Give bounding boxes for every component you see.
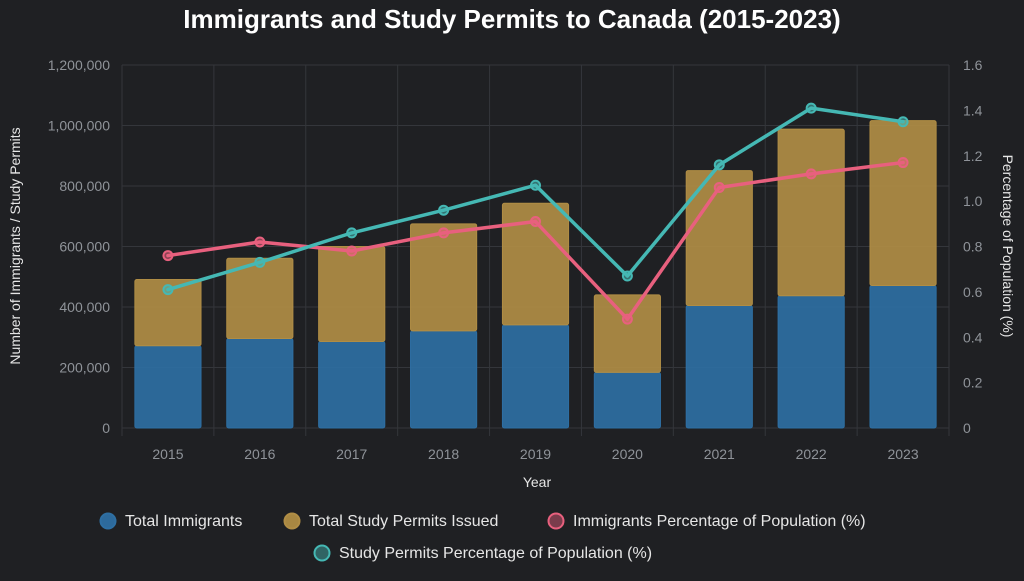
- bar[interactable]: [869, 285, 937, 429]
- x-tick-label: 2022: [796, 446, 827, 462]
- y2-tick-label: 1.2: [963, 148, 983, 164]
- y2-axis-ticks: 0 0.2 0.4 0.6 0.8 1.0 1.2 1.4 1.6: [963, 57, 983, 436]
- legend-item[interactable]: Total Immigrants: [99, 512, 243, 530]
- y2-tick-label: 1.4: [963, 102, 983, 118]
- bar-series-group: [134, 120, 937, 429]
- data-point[interactable]: [805, 102, 817, 114]
- data-point[interactable]: [621, 313, 633, 325]
- bar[interactable]: [134, 345, 202, 429]
- bar[interactable]: [777, 128, 845, 297]
- data-point[interactable]: [438, 204, 450, 216]
- y-tick-label: 200,000: [59, 360, 110, 376]
- data-point[interactable]: [621, 270, 633, 282]
- legend-item[interactable]: Total Study Permits Issued: [283, 512, 499, 530]
- data-point[interactable]: [346, 245, 358, 257]
- data-point[interactable]: [162, 284, 174, 296]
- bar[interactable]: [410, 223, 478, 332]
- line-series-group: [162, 102, 909, 325]
- y2-tick-label: 0.4: [963, 329, 983, 345]
- x-tick-label: 2021: [704, 446, 735, 462]
- y2-tick-label: 0: [963, 420, 971, 436]
- bar[interactable]: [777, 295, 845, 429]
- data-point[interactable]: [805, 168, 817, 180]
- legend-item[interactable]: Study Permits Percentage of Population (…: [313, 544, 653, 562]
- legend-marker: [547, 512, 565, 530]
- y2-tick-label: 1.6: [963, 57, 983, 73]
- y-tick-label: 0: [102, 420, 110, 436]
- y2-tick-label: 0.2: [963, 375, 983, 391]
- x-axis-title: Year: [523, 474, 552, 490]
- data-point[interactable]: [897, 116, 909, 128]
- data-point[interactable]: [162, 250, 174, 262]
- y-axis-title: Number of Immigrants / Study Permits: [7, 127, 23, 364]
- y2-tick-label: 0.6: [963, 284, 983, 300]
- y-tick-label: 800,000: [59, 178, 110, 194]
- bar[interactable]: [501, 324, 570, 429]
- data-point[interactable]: [254, 236, 266, 248]
- line-series: [162, 102, 909, 296]
- y-tick-label: 1,200,000: [48, 57, 110, 73]
- data-point[interactable]: [346, 227, 358, 239]
- bar[interactable]: [685, 304, 753, 429]
- bar[interactable]: [318, 340, 386, 429]
- data-point[interactable]: [897, 157, 909, 169]
- bar[interactable]: [501, 202, 570, 326]
- x-tick-label: 2020: [612, 446, 643, 462]
- data-point[interactable]: [713, 159, 725, 171]
- data-point[interactable]: [438, 227, 450, 239]
- x-tick-label: 2017: [336, 446, 367, 462]
- x-tick-label: 2015: [152, 446, 183, 462]
- bar[interactable]: [318, 246, 386, 342]
- legend-label: Immigrants Percentage of Population (%): [573, 513, 866, 530]
- y-tick-label: 600,000: [59, 239, 110, 255]
- legend-label: Total Study Permits Issued: [309, 513, 498, 530]
- bar[interactable]: [869, 120, 937, 287]
- bar[interactable]: [410, 330, 478, 429]
- legend-marker: [313, 544, 331, 562]
- y-axis-ticks: 0 200,000 400,000 600,000 800,000 1,000,000 1,…: [48, 57, 111, 436]
- data-point[interactable]: [530, 179, 541, 191]
- x-tick-label: 2018: [428, 446, 459, 462]
- x-tick-label: 2016: [244, 446, 275, 462]
- line-series: [162, 157, 909, 325]
- y2-axis-title: Percentage of Population (%): [1000, 155, 1016, 338]
- chart-title: Immigrants and Study Permits to Canada (…: [183, 4, 840, 34]
- bar[interactable]: [134, 278, 202, 347]
- legend-item[interactable]: Immigrants Percentage of Population (%): [547, 512, 866, 530]
- legend-marker: [99, 512, 117, 530]
- legend-label: Total Immigrants: [125, 513, 242, 530]
- data-point[interactable]: [530, 216, 541, 228]
- bar[interactable]: [593, 371, 661, 429]
- x-tick-label: 2023: [887, 446, 918, 462]
- y-tick-label: 400,000: [59, 299, 110, 315]
- bar[interactable]: [226, 337, 294, 429]
- legend-label: Study Permits Percentage of Population (…: [339, 545, 652, 562]
- bar-series: [134, 285, 937, 429]
- data-point[interactable]: [254, 256, 266, 268]
- bar[interactable]: [685, 170, 753, 306]
- y-tick-label: 1,000,000: [48, 118, 110, 134]
- y2-tick-label: 1.0: [963, 193, 983, 209]
- bar[interactable]: [593, 294, 661, 373]
- bar-series: [134, 120, 937, 373]
- y2-tick-label: 0.8: [963, 239, 983, 255]
- legend-marker: [283, 512, 301, 530]
- x-tick-label: 2019: [520, 446, 551, 462]
- data-point[interactable]: [713, 182, 725, 194]
- chart-legend: Total Immigrants Total Study Permits Issu…: [99, 512, 866, 562]
- x-axis-ticks: 2015 2016 2017 2018 2019 2020 2021 2022 2023: [152, 446, 918, 462]
